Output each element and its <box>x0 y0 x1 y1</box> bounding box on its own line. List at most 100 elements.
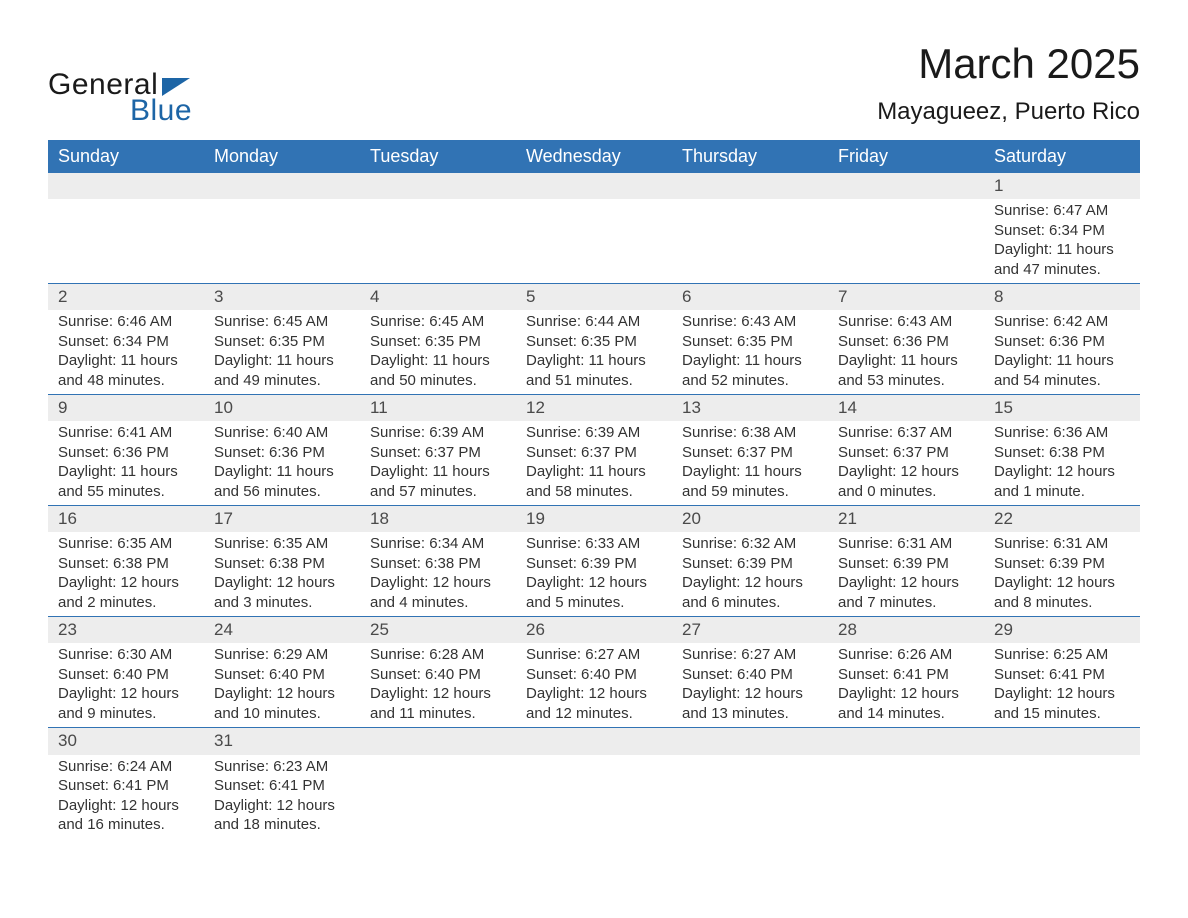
day-detail-line: Daylight: 11 hours <box>370 351 506 371</box>
day-content-row: Sunrise: 6:46 AMSunset: 6:34 PMDaylight:… <box>48 310 1140 395</box>
day-number-cell: 28 <box>828 617 984 644</box>
day-detail-line: Sunset: 6:41 PM <box>838 665 974 685</box>
day-detail-line: Sunset: 6:38 PM <box>214 554 350 574</box>
day-detail-line: and 49 minutes. <box>214 371 350 391</box>
day-number-cell: 2 <box>48 284 204 311</box>
day-content-cell: Sunrise: 6:47 AMSunset: 6:34 PMDaylight:… <box>984 199 1140 284</box>
day-detail-line: Sunrise: 6:46 AM <box>58 312 194 332</box>
day-detail-line: Sunset: 6:39 PM <box>682 554 818 574</box>
day-number-cell <box>48 173 204 199</box>
day-number-cell: 1 <box>984 173 1140 199</box>
day-detail-line: Daylight: 12 hours <box>838 684 974 704</box>
day-detail-line: Sunrise: 6:45 AM <box>370 312 506 332</box>
day-content-cell: Sunrise: 6:36 AMSunset: 6:38 PMDaylight:… <box>984 421 1140 506</box>
day-content-cell: Sunrise: 6:37 AMSunset: 6:37 PMDaylight:… <box>828 421 984 506</box>
day-number-cell <box>516 728 672 755</box>
day-detail-line: Sunrise: 6:31 AM <box>838 534 974 554</box>
day-number-cell: 22 <box>984 506 1140 533</box>
day-number-row: 16171819202122 <box>48 506 1140 533</box>
day-detail-line: Daylight: 11 hours <box>682 351 818 371</box>
day-detail-line: and 7 minutes. <box>838 593 974 613</box>
day-detail-line: Sunset: 6:41 PM <box>214 776 350 796</box>
day-number-cell: 27 <box>672 617 828 644</box>
day-detail-line: and 3 minutes. <box>214 593 350 613</box>
day-detail-line: Daylight: 12 hours <box>58 796 194 816</box>
day-detail-line: Daylight: 12 hours <box>370 573 506 593</box>
day-number-cell <box>672 173 828 199</box>
day-content-cell <box>672 199 828 284</box>
day-detail-line: Daylight: 11 hours <box>526 462 662 482</box>
day-number-cell: 11 <box>360 395 516 422</box>
day-content-cell <box>828 199 984 284</box>
day-detail-line: and 6 minutes. <box>682 593 818 613</box>
day-content-cell <box>516 199 672 284</box>
day-detail-line: Sunrise: 6:33 AM <box>526 534 662 554</box>
day-content-cell: Sunrise: 6:33 AMSunset: 6:39 PMDaylight:… <box>516 532 672 617</box>
day-detail-line: Sunset: 6:39 PM <box>994 554 1130 574</box>
day-number-cell: 14 <box>828 395 984 422</box>
day-number-cell: 8 <box>984 284 1140 311</box>
day-detail-line: Daylight: 12 hours <box>994 462 1130 482</box>
day-number-cell: 6 <box>672 284 828 311</box>
day-detail-line: Daylight: 12 hours <box>214 796 350 816</box>
day-content-cell: Sunrise: 6:46 AMSunset: 6:34 PMDaylight:… <box>48 310 204 395</box>
day-detail-line: and 15 minutes. <box>994 704 1130 724</box>
day-number-row: 2345678 <box>48 284 1140 311</box>
weekday-header: Saturday <box>984 140 1140 173</box>
day-detail-line: Sunrise: 6:41 AM <box>58 423 194 443</box>
day-detail-line: Daylight: 11 hours <box>838 351 974 371</box>
day-content-row: Sunrise: 6:47 AMSunset: 6:34 PMDaylight:… <box>48 199 1140 284</box>
day-content-cell <box>360 755 516 839</box>
day-number-cell: 19 <box>516 506 672 533</box>
day-detail-line: and 52 minutes. <box>682 371 818 391</box>
weekday-header: Wednesday <box>516 140 672 173</box>
day-number-cell <box>672 728 828 755</box>
day-detail-line: Sunrise: 6:34 AM <box>370 534 506 554</box>
day-detail-line: Daylight: 12 hours <box>526 684 662 704</box>
day-detail-line: Sunrise: 6:24 AM <box>58 757 194 777</box>
day-detail-line: Sunrise: 6:35 AM <box>214 534 350 554</box>
day-content-cell <box>984 755 1140 839</box>
day-detail-line: and 16 minutes. <box>58 815 194 835</box>
day-detail-line: and 54 minutes. <box>994 371 1130 391</box>
weekday-header: Monday <box>204 140 360 173</box>
day-number-cell: 7 <box>828 284 984 311</box>
day-detail-line: Sunrise: 6:43 AM <box>838 312 974 332</box>
day-number-cell <box>204 173 360 199</box>
day-detail-line: Sunrise: 6:32 AM <box>682 534 818 554</box>
day-detail-line: Sunset: 6:37 PM <box>838 443 974 463</box>
day-detail-line: and 8 minutes. <box>994 593 1130 613</box>
day-detail-line: Daylight: 11 hours <box>682 462 818 482</box>
day-detail-line: and 9 minutes. <box>58 704 194 724</box>
day-content-cell: Sunrise: 6:24 AMSunset: 6:41 PMDaylight:… <box>48 755 204 839</box>
day-content-cell: Sunrise: 6:26 AMSunset: 6:41 PMDaylight:… <box>828 643 984 728</box>
day-number-cell: 15 <box>984 395 1140 422</box>
day-detail-line: and 51 minutes. <box>526 371 662 391</box>
day-detail-line: Daylight: 12 hours <box>526 573 662 593</box>
day-content-cell: Sunrise: 6:31 AMSunset: 6:39 PMDaylight:… <box>984 532 1140 617</box>
day-number-cell <box>828 173 984 199</box>
day-detail-line: Sunrise: 6:27 AM <box>682 645 818 665</box>
day-number-cell: 30 <box>48 728 204 755</box>
day-detail-line: Sunrise: 6:42 AM <box>994 312 1130 332</box>
day-number-cell: 4 <box>360 284 516 311</box>
day-detail-line: and 12 minutes. <box>526 704 662 724</box>
title-location: Mayagueez, Puerto Rico <box>877 98 1140 126</box>
day-content-cell <box>48 199 204 284</box>
day-content-cell: Sunrise: 6:40 AMSunset: 6:36 PMDaylight:… <box>204 421 360 506</box>
day-number-cell: 18 <box>360 506 516 533</box>
day-content-cell: Sunrise: 6:34 AMSunset: 6:38 PMDaylight:… <box>360 532 516 617</box>
day-detail-line: Sunrise: 6:39 AM <box>370 423 506 443</box>
day-number-row: 23242526272829 <box>48 617 1140 644</box>
day-detail-line: Sunset: 6:35 PM <box>526 332 662 352</box>
day-detail-line: Daylight: 11 hours <box>58 351 194 371</box>
day-detail-line: Daylight: 12 hours <box>994 684 1130 704</box>
day-content-cell <box>828 755 984 839</box>
day-content-cell <box>204 199 360 284</box>
day-content-cell: Sunrise: 6:45 AMSunset: 6:35 PMDaylight:… <box>204 310 360 395</box>
day-number-cell <box>516 173 672 199</box>
day-content-cell: Sunrise: 6:39 AMSunset: 6:37 PMDaylight:… <box>360 421 516 506</box>
day-detail-line: and 57 minutes. <box>370 482 506 502</box>
day-number-cell: 5 <box>516 284 672 311</box>
day-detail-line: and 56 minutes. <box>214 482 350 502</box>
